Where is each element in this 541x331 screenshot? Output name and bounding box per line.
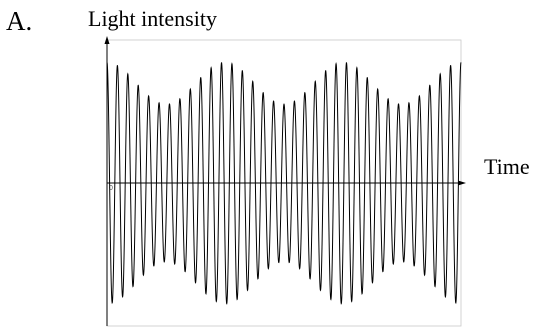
x-axis-arrow <box>458 180 466 186</box>
origin-label: 0 <box>109 185 113 192</box>
x-axis-label: Time <box>484 154 530 179</box>
y-axis-label: Light intensity <box>88 6 217 31</box>
light-intensity-series <box>106 62 462 305</box>
y-axis-arrow <box>104 36 110 44</box>
option-letter: A. <box>6 6 33 36</box>
